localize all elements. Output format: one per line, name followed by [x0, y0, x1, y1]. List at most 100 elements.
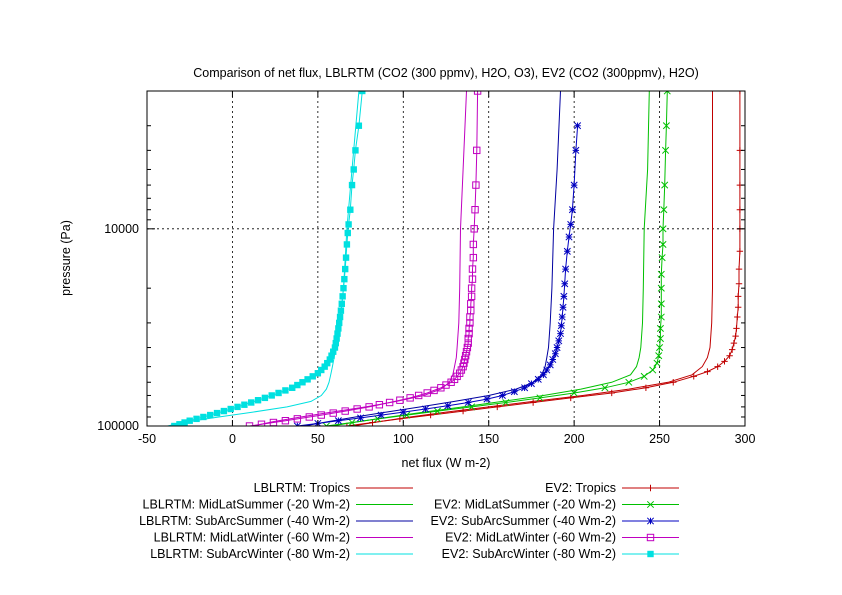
data-point [305, 413, 314, 421]
data-point [461, 355, 469, 364]
data-point [464, 339, 472, 347]
x-tick-label: 0 [229, 432, 236, 446]
data-point [661, 146, 670, 154]
data-point [340, 284, 347, 292]
data-point [735, 280, 743, 287]
data-point [289, 384, 296, 391]
data-point [657, 270, 665, 278]
data-point [556, 330, 565, 338]
data-point [321, 363, 328, 370]
data-point [565, 233, 573, 241]
data-point [281, 417, 290, 425]
data-point [176, 421, 183, 426]
data-point [608, 389, 615, 397]
data-point [539, 371, 547, 379]
data-point [473, 146, 481, 155]
data-point [294, 381, 301, 389]
data-point [343, 241, 351, 248]
series-line [297, 125, 579, 426]
legend-label: LBLRTM: MidLatWinter (-60 Wm-2) [154, 531, 350, 545]
data-point [464, 334, 472, 343]
data-point [257, 420, 266, 426]
data-point [549, 355, 557, 364]
legend-label: EV2: SubArcWinter (-80 Wm-2) [442, 547, 616, 561]
data-point [171, 422, 178, 426]
legend-marker [646, 500, 655, 509]
data-point [658, 254, 666, 262]
data-point [421, 405, 430, 413]
data-point [649, 366, 657, 374]
data-point [662, 122, 670, 130]
data-point [568, 206, 576, 214]
data-point [414, 391, 423, 400]
data-point [406, 394, 414, 402]
data-point [324, 359, 331, 367]
data-point [472, 181, 480, 189]
data-point [341, 265, 349, 273]
data-point [275, 389, 282, 397]
data-point [733, 325, 740, 332]
data-point [574, 122, 582, 130]
data-point [521, 384, 529, 392]
data-point [444, 402, 452, 410]
data-point [468, 403, 476, 411]
data-point [328, 352, 335, 359]
data-point [661, 181, 669, 189]
data-point [341, 407, 349, 415]
data-point [468, 265, 477, 273]
chart-title: Comparison of net flux, LBLRTM (CO2 (300… [193, 66, 699, 80]
data-point [714, 363, 721, 370]
data-point [357, 414, 365, 422]
data-point [355, 122, 363, 129]
y-tick-label: 10000 [104, 222, 139, 236]
x-tick-label: 200 [564, 432, 585, 446]
data-point [534, 375, 542, 383]
data-point [730, 339, 738, 347]
legend-label: EV2: SubArcSummer (-40 Wm-2) [431, 514, 616, 528]
data-point [529, 399, 537, 406]
legend-label: EV2: Tropics [545, 481, 616, 495]
data-point [396, 396, 404, 404]
data-point [207, 411, 214, 419]
data-point [293, 415, 302, 423]
data-point [461, 351, 470, 360]
data-point [333, 335, 340, 342]
data-point [330, 348, 337, 355]
data-point [467, 284, 476, 292]
data-point [536, 394, 544, 402]
data-point [642, 384, 650, 391]
data-point [336, 313, 344, 321]
data-point [464, 398, 472, 407]
legend-marker [646, 517, 655, 525]
data-point [736, 91, 744, 95]
data-point [734, 293, 742, 300]
data-point [736, 248, 744, 255]
data-point [483, 395, 491, 403]
data-point [653, 359, 661, 367]
plot-frame [146, 90, 746, 427]
data-point [562, 265, 570, 273]
data-point [467, 300, 475, 308]
data-point [369, 419, 376, 426]
data-point [546, 361, 554, 369]
data-point [659, 225, 667, 233]
data-point [561, 280, 569, 288]
data-point [343, 422, 351, 426]
data-point [336, 319, 343, 327]
data-point [656, 334, 664, 343]
data-point [329, 409, 337, 417]
y-tick-label: 100000 [97, 419, 139, 433]
data-point [227, 405, 234, 413]
legend-label: EV2: MidLatWinter (-60 Wm-2) [445, 531, 616, 545]
data-point [734, 304, 742, 311]
data-point [543, 366, 551, 374]
series-line [304, 91, 561, 426]
x-tick-label: -50 [138, 432, 156, 446]
data-point [657, 313, 665, 321]
data-point [459, 407, 467, 415]
series-line [252, 91, 467, 426]
legend-marker [646, 533, 655, 542]
x-tick-label: 50 [311, 432, 325, 446]
data-point [220, 407, 228, 415]
legend-label: LBLRTM: Tropics [254, 481, 350, 495]
